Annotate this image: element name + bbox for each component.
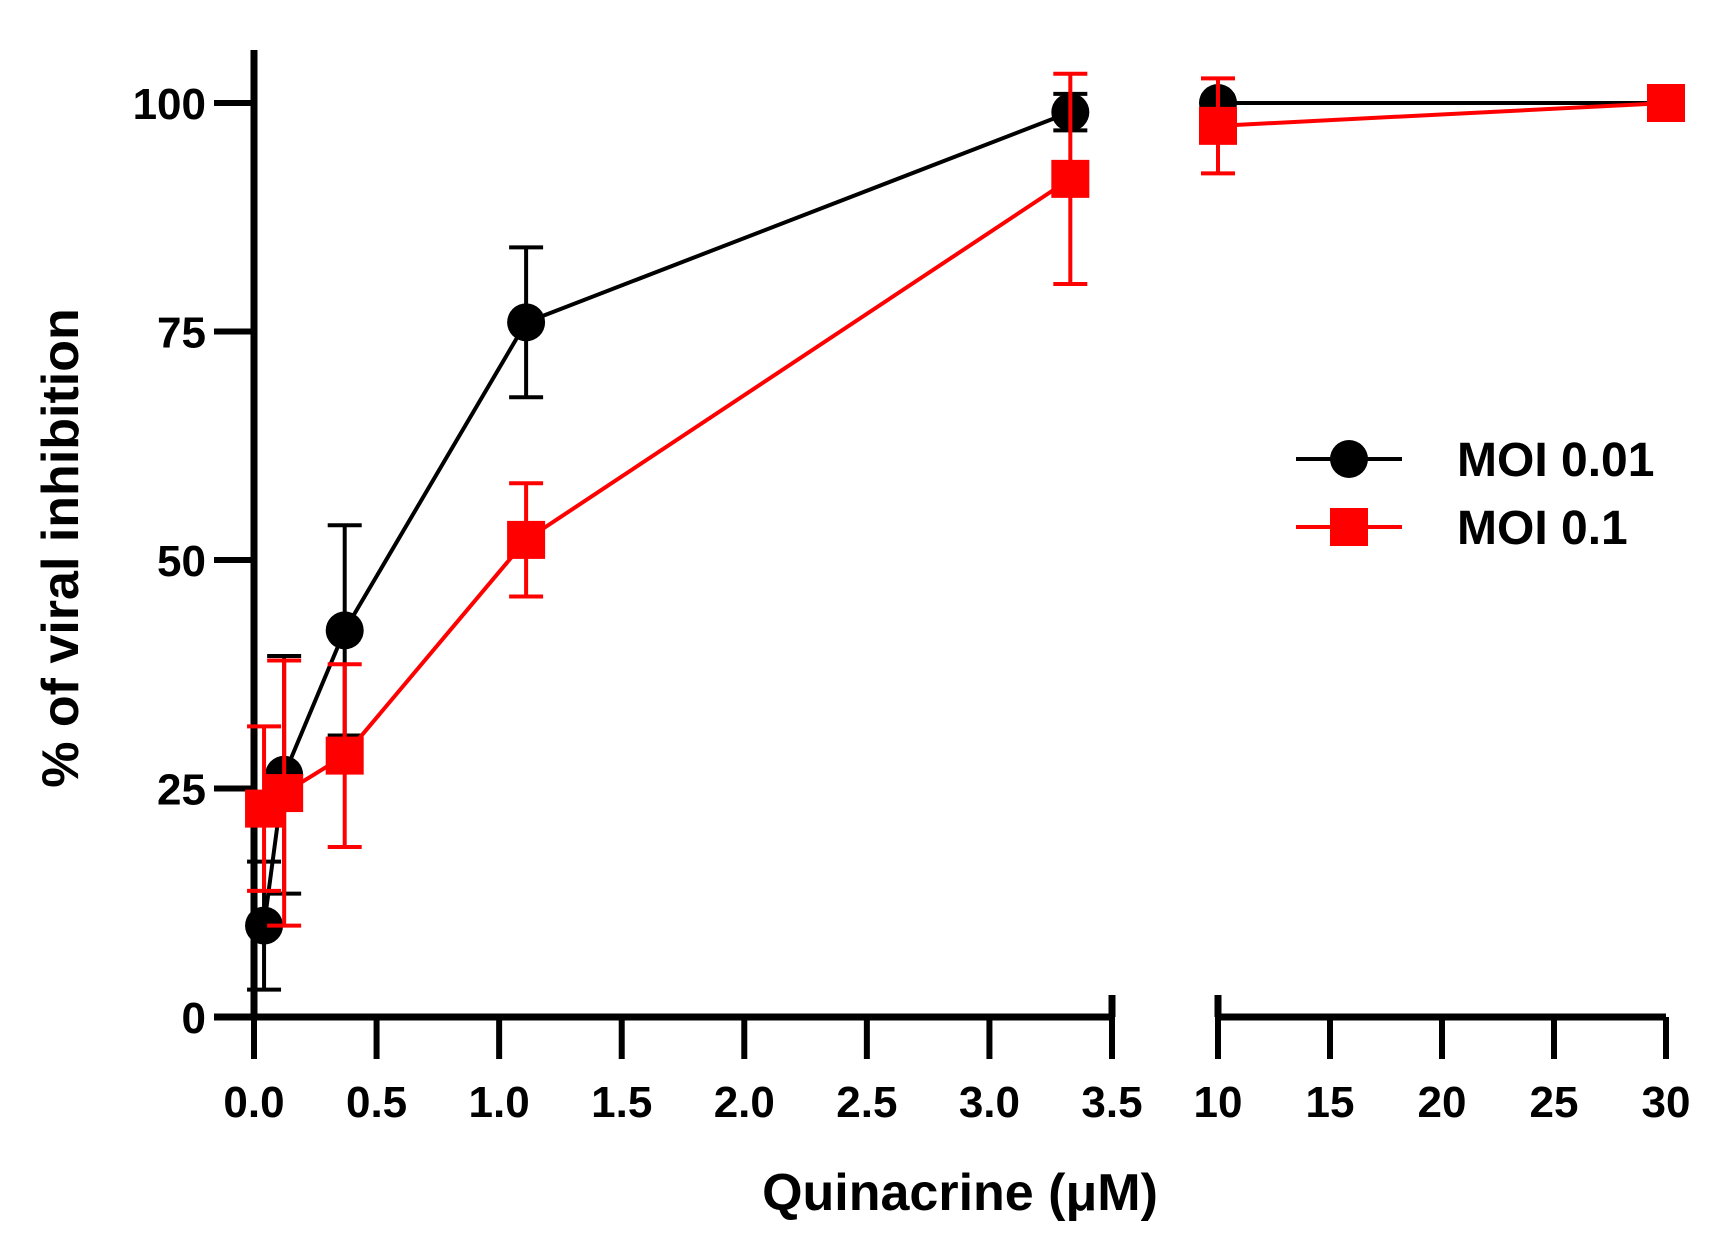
y-tick-label: 75	[157, 309, 206, 358]
data-point	[507, 520, 546, 559]
y-tick-label: 100	[133, 80, 206, 129]
y-tick-label: 0	[182, 994, 206, 1043]
data-point	[1647, 84, 1685, 122]
series-line	[262, 177, 1072, 811]
x-axis-title: Quinacrine (μM)	[762, 1164, 1158, 1222]
data-point	[507, 303, 546, 342]
data-point	[1199, 106, 1237, 145]
x-tick-label: 1.5	[591, 1078, 652, 1127]
data-point	[265, 774, 304, 813]
axes: 0 25 50 75 100 0.0 0.5 1.0 1.5 2.0 2.5 3.0 3.5 10 15 20…	[133, 50, 1691, 1127]
series-layer	[245, 71, 1685, 992]
x-tick-label: 25	[1530, 1078, 1579, 1127]
legend-marker	[1330, 508, 1368, 546]
x-tick-label: 0.0	[223, 1078, 284, 1127]
x-tick-label: 30	[1642, 1078, 1691, 1127]
series-line	[1217, 101, 1667, 128]
x-tick-label: 20	[1418, 1078, 1467, 1127]
y-axis-title: % of viral inhibition	[32, 308, 90, 788]
x-tick-label: 2.5	[836, 1078, 897, 1127]
x-tick-label: 3.0	[959, 1078, 1020, 1127]
legend-label: MOI 0.01	[1457, 434, 1654, 487]
series-line	[262, 110, 1072, 926]
x-tick-label: 1.0	[469, 1078, 530, 1127]
x-tick-label: 3.5	[1081, 1078, 1142, 1127]
legend-label: MOI 0.1	[1457, 502, 1628, 555]
data-point	[325, 611, 364, 650]
series-moi-0-1	[245, 71, 1685, 928]
data-point	[1051, 159, 1090, 198]
legend-marker	[1330, 440, 1368, 478]
x-tick-label: 0.5	[346, 1078, 407, 1127]
y-tick-label: 25	[157, 766, 206, 815]
x-tick-label: 15	[1306, 1078, 1355, 1127]
x-tick-label: 2.0	[714, 1078, 775, 1127]
legend: MOI 0.01 MOI 0.1	[1296, 434, 1654, 555]
data-point	[325, 736, 364, 775]
y-tick-label: 50	[157, 537, 206, 586]
data-point	[245, 906, 284, 945]
x-tick-label: 10	[1194, 1078, 1243, 1127]
